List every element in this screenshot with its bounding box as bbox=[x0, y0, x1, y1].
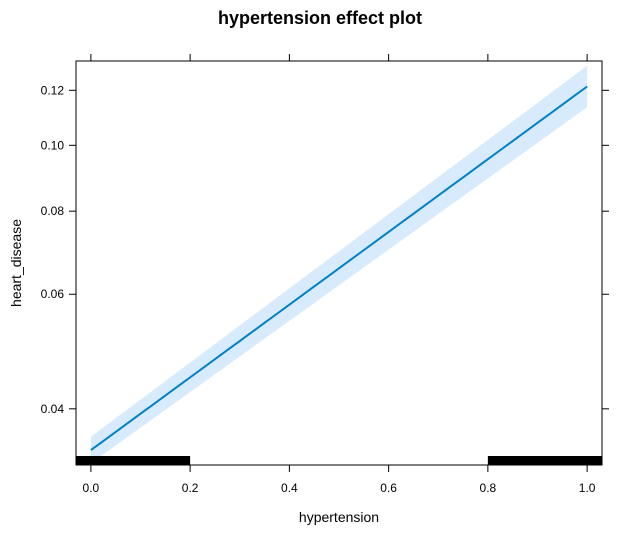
fit-line bbox=[90, 85, 588, 451]
fit-line-layer bbox=[90, 85, 588, 451]
x-tick-label: 1.0 bbox=[579, 481, 596, 495]
confidence-band-layer bbox=[90, 65, 588, 464]
x-axis-ticks: 0.0 0.2 0.4 0.6 0.8 1.0 bbox=[83, 54, 596, 495]
y-tick-label: 0.12 bbox=[41, 83, 65, 97]
x-axis-label: hypertension bbox=[299, 509, 379, 525]
x-tick-label: 0.4 bbox=[281, 481, 298, 495]
y-tick-label: 0.06 bbox=[41, 287, 65, 301]
x-tick-label: 0.6 bbox=[380, 481, 397, 495]
rug-bar bbox=[76, 456, 191, 465]
y-tick-label: 0.08 bbox=[41, 204, 65, 218]
x-tick-label: 0.8 bbox=[480, 481, 497, 495]
y-axis-ticks: 0.04 0.06 0.08 0.10 0.12 bbox=[41, 83, 609, 416]
y-axis-label: heart_disease bbox=[8, 219, 24, 307]
confidence-band bbox=[90, 65, 588, 464]
rug-layer bbox=[76, 456, 602, 465]
y-tick-label: 0.10 bbox=[41, 138, 65, 152]
rug-bar bbox=[487, 456, 602, 465]
x-tick-label: 0.0 bbox=[83, 481, 100, 495]
chart-title: hypertension effect plot bbox=[218, 8, 422, 28]
plot-panel-border bbox=[75, 60, 603, 466]
x-tick-label: 0.2 bbox=[182, 481, 199, 495]
y-tick-label: 0.04 bbox=[41, 402, 65, 416]
